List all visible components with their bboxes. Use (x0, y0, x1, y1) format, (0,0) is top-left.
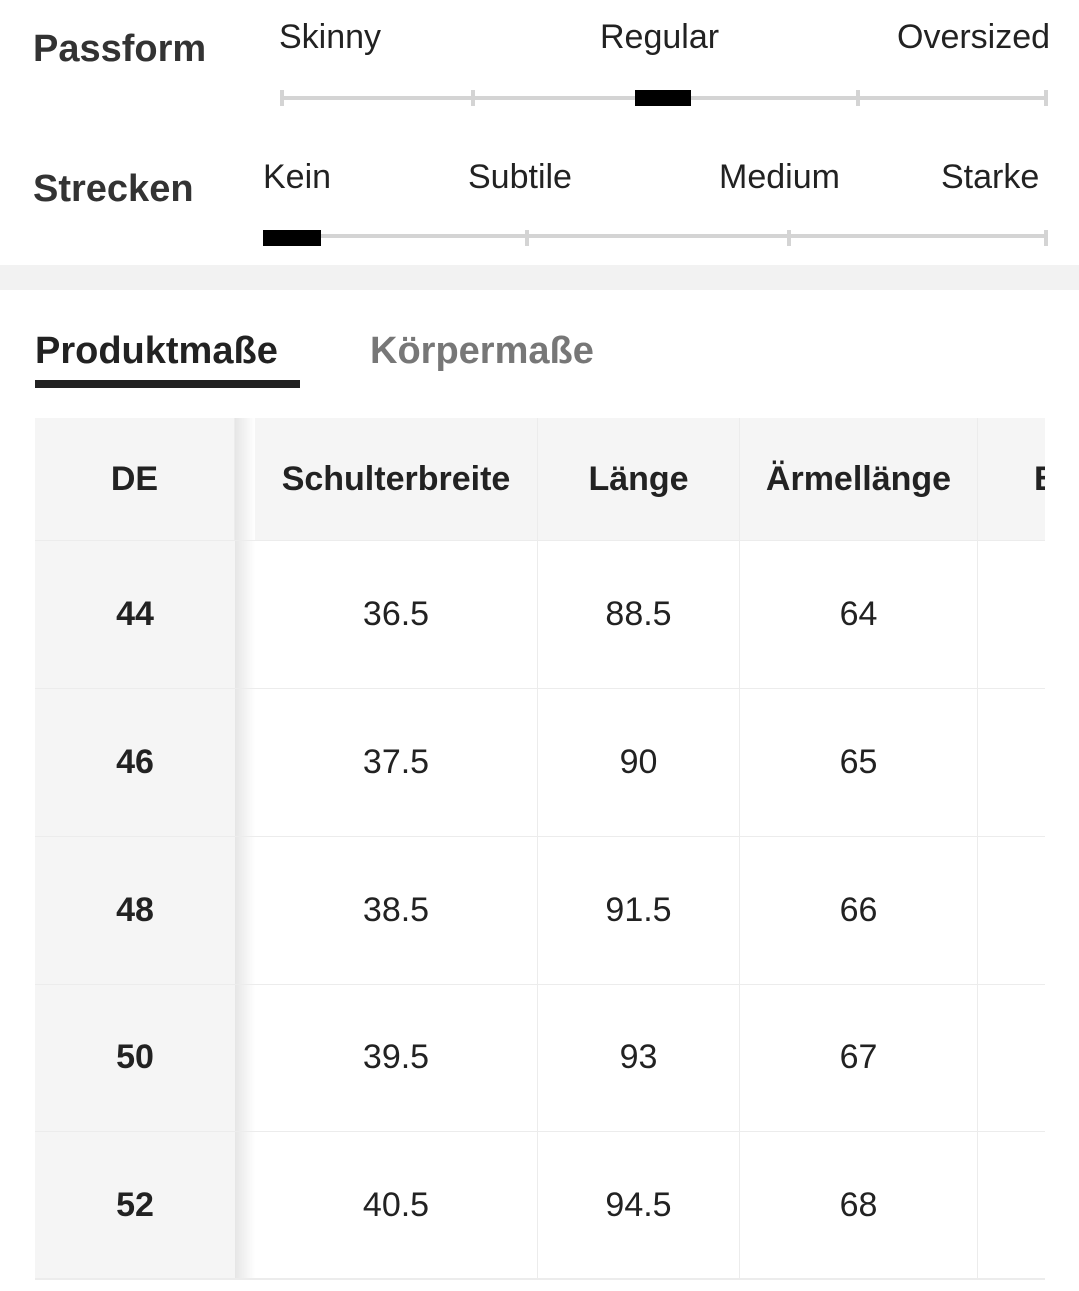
tick (787, 230, 791, 246)
stretch-option[interactable]: Starke (941, 158, 1040, 196)
cell: 94.5 (538, 1131, 740, 1279)
header-cell: Ärmellänge (740, 418, 978, 540)
fixed-col-bg (35, 418, 235, 1280)
tick (856, 90, 860, 106)
cell: 90 (538, 688, 740, 836)
tab[interactable]: Körpermaße (370, 330, 594, 372)
cell: 36.5 (255, 540, 538, 688)
cell: 48 (116, 890, 154, 929)
row-line (35, 1131, 1045, 1279)
tick (471, 90, 475, 106)
col-shadow (235, 418, 255, 1280)
tick (525, 230, 529, 246)
table-bottom (35, 1278, 1045, 1280)
fit-option[interactable]: Regular (600, 18, 720, 56)
cell: 67 (740, 984, 978, 1131)
cell: 46 (116, 742, 154, 781)
row-line (35, 836, 1045, 984)
cell: 50 (116, 1038, 154, 1076)
cell: 40.5 (255, 1131, 538, 1279)
header-cell: Schulterbreite (255, 418, 538, 540)
tick (1044, 90, 1048, 106)
cell: 64 (740, 540, 978, 688)
row-line (35, 540, 1045, 688)
cell: 44 (116, 594, 154, 633)
stretch-option[interactable]: Medium (719, 158, 840, 196)
cell: 39.5 (255, 984, 538, 1131)
stretch-option[interactable]: Kein (263, 158, 332, 196)
cell: 65 (740, 688, 978, 836)
row-line (35, 688, 1045, 836)
tab-underline (35, 380, 300, 388)
fit-indicator (635, 90, 691, 106)
size-table: DESchulterbreiteLängeÄrmellängeB 44 36.588… (35, 418, 1045, 1280)
tick (280, 90, 284, 106)
header-cell: B (978, 418, 1045, 540)
cell: 38.5 (255, 836, 538, 984)
divider (0, 265, 1079, 290)
cell: 68 (740, 1131, 978, 1279)
cell: 52 (116, 1185, 154, 1224)
fit-label: Passform (33, 28, 207, 70)
cell: 66 (740, 836, 978, 984)
stretch-option[interactable]: Subtile (468, 158, 572, 196)
cell: 37.5 (255, 688, 538, 836)
fit-option[interactable]: Oversized (897, 18, 1051, 56)
tick (1044, 230, 1048, 246)
cell: 91.5 (538, 836, 740, 984)
fit-option[interactable]: Skinny (279, 18, 382, 56)
stretch-indicator (263, 230, 321, 246)
stretch-track (263, 234, 1048, 238)
cell: 93 (538, 984, 740, 1131)
header-cell: DE (35, 418, 235, 540)
header-cell: Länge (538, 418, 740, 540)
cell: 88.5 (538, 540, 740, 688)
tab-active[interactable]: Produktmaße (35, 330, 278, 372)
stretch-label: Strecken (33, 168, 194, 210)
row-line (35, 984, 1045, 1131)
